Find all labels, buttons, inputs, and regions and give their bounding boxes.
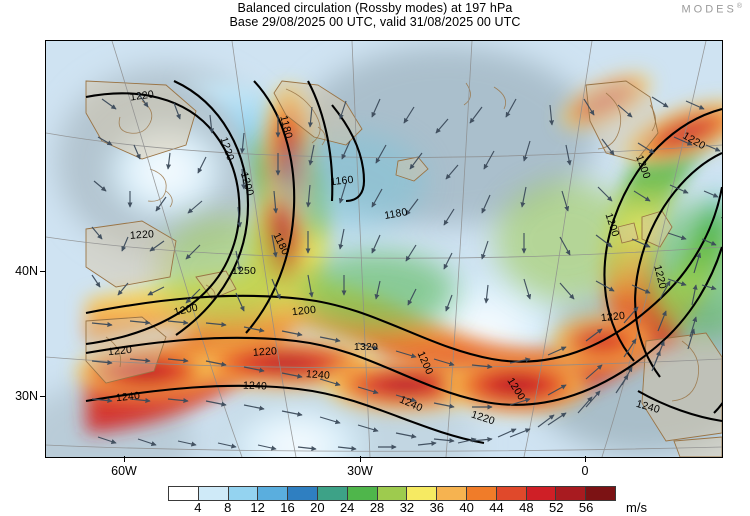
colorbar-swatch-12 — [526, 487, 557, 500]
colorbar[interactable] — [168, 486, 616, 501]
colorbar-tick-44: 44 — [489, 500, 504, 515]
colorbar-tick-20: 20 — [310, 500, 325, 515]
colorbar-tick-40: 40 — [459, 500, 474, 515]
x-tick-60w — [124, 456, 126, 462]
x-axis-label-0: 0 — [581, 464, 589, 478]
brand-text: MODES — [681, 3, 737, 16]
contour-label-1220-10: 1220 — [107, 343, 133, 359]
colorbar-swatch-6 — [347, 487, 378, 500]
colorbar-swatch-10 — [466, 487, 497, 500]
contour-label-1220-23: 1220 — [680, 129, 708, 153]
map-plot-area[interactable]: 1220 1220 1200 1180 1160 1180 1180 1220 1200 1250… — [45, 40, 723, 458]
colorbar-tick-52: 52 — [549, 500, 564, 515]
colorbar-tick-24: 24 — [339, 500, 355, 515]
wind-vectors-layer — [91, 92, 721, 452]
y-tick-40n — [40, 271, 46, 273]
contour-label-1240-18: 1240 — [397, 393, 425, 415]
y-axis-label-30n: 30N — [15, 389, 38, 403]
colorbar-tick-4: 4 — [194, 500, 202, 515]
colorbar-swatch-3 — [258, 487, 289, 500]
colorbar-tick-12: 12 — [250, 500, 265, 515]
contour-label-1200-8: 1200 — [172, 301, 200, 319]
page-title: Balanced circulation (Rossby modes) at 1… — [237, 1, 513, 15]
contour-label-1220-1: 1220 — [217, 135, 237, 163]
contour-label-1200-2: 1200 — [237, 170, 257, 198]
contour-label-1220-7: 1220 — [129, 228, 155, 242]
contour-label-1320-15: 1320 — [353, 341, 379, 353]
colorbar-swatch-14 — [586, 487, 615, 500]
chart-subtitle: Base 29/08/2025 00 UTC, valid 31/08/2025… — [229, 15, 521, 29]
contour-label-1180-5: 1180 — [383, 206, 409, 222]
colorbar-swatch-4 — [288, 487, 318, 500]
colorbar-swatch-7 — [377, 487, 408, 500]
contour-label-1200-20: 1200 — [504, 375, 528, 403]
colorbar-swatch-9 — [437, 487, 467, 500]
contour-label-1200-17: 1200 — [414, 349, 436, 377]
contour-label-1200-22: 1200 — [633, 153, 653, 181]
colorbar-tick-labels: 4 8 12 16 20 24 28 32 36 40 44 48 52 56 — [168, 500, 616, 516]
colorbar-swatch-5 — [317, 487, 348, 500]
colorbar-tick-56: 56 — [578, 500, 594, 515]
colorbar-tick-16: 16 — [280, 500, 295, 515]
geopotential-contours — [85, 80, 722, 445]
contour-label-1220-25: 1220 — [651, 263, 669, 291]
chart-title-block: Balanced circulation (Rossby modes) at 1… — [0, 1, 750, 29]
contour-label-1200-14: 1200 — [291, 303, 317, 319]
contour-label-1220-0: 1220 — [129, 88, 155, 104]
contour-label-1220-12: 1220 — [252, 345, 278, 359]
colorbar-unit-label: m/s — [626, 500, 647, 515]
colorbar-swatch-8 — [407, 487, 438, 500]
contour-label-1220-21: 1220 — [600, 309, 626, 325]
colorbar-swatch-1 — [198, 487, 229, 500]
colorbar-swatch-2 — [228, 487, 259, 500]
x-axis-label-60w: 60W — [111, 464, 137, 478]
contour-label-1240-28: 1240 — [634, 397, 662, 417]
contour-label-1200-24: 1200 — [602, 211, 622, 239]
colorbar-tick-28: 28 — [369, 500, 385, 515]
colorbar-tick-32: 32 — [399, 500, 415, 515]
contour-label-1250-9: 1250 — [231, 265, 257, 277]
colorbar-swatch-11 — [496, 487, 527, 500]
x-axis-label-30w: 30W — [347, 464, 373, 478]
y-tick-30n — [40, 396, 46, 398]
colorbar-tick-36: 36 — [429, 500, 445, 515]
contour-label-1240-26: 1240 — [719, 199, 723, 227]
modes-logo: MODES® — [681, 3, 742, 16]
colorbar-tick-48: 48 — [519, 500, 534, 515]
colorbar-swatch-0 — [169, 487, 199, 500]
contour-label-layer: 1220 1220 1200 1180 1160 1180 1180 1220 1200 1250… — [46, 41, 722, 457]
contour-label-1220-19: 1220 — [469, 408, 497, 428]
contour-label-1160-4: 1160 — [329, 173, 355, 189]
x-tick-30w — [360, 456, 362, 462]
registered-mark: ® — [736, 3, 742, 10]
colorbar-swatch-13 — [556, 487, 587, 500]
colorbar-tick-8: 8 — [224, 500, 232, 515]
y-axis-label-40n: 40N — [15, 264, 38, 278]
contour-label-1180-3: 1180 — [277, 114, 295, 140]
contour-label-1240-11: 1240 — [115, 389, 141, 405]
contour-label-1240-16: 1240 — [305, 368, 331, 382]
contour-label-1240-13: 1240 — [242, 379, 268, 393]
x-tick-0 — [585, 456, 587, 462]
contour-label-1180-6: 1180 — [270, 230, 292, 258]
